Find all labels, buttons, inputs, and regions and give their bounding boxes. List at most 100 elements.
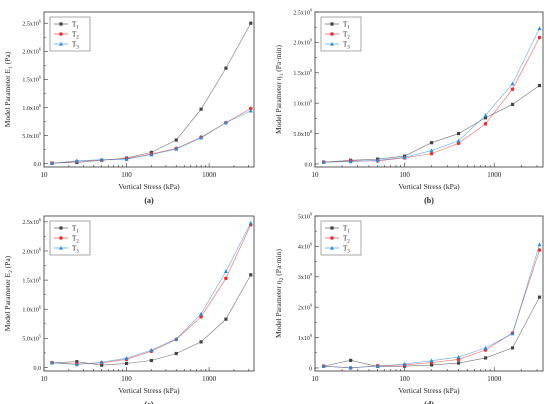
legend-entry: T2 <box>343 235 350 245</box>
y-axis-label: Model Parameter η1 (Pa·min) <box>274 45 285 134</box>
x-axis: 10 100 1000 <box>41 367 249 383</box>
x-tick-label: 10 <box>312 171 320 179</box>
data-point <box>248 220 253 225</box>
data-point <box>348 365 353 370</box>
data-point <box>510 81 515 86</box>
data-point <box>149 347 154 352</box>
data-point <box>537 83 542 88</box>
y-tick-label: 0.0 <box>34 366 42 372</box>
legend-entry: T1 <box>72 225 79 235</box>
data-point <box>483 345 488 350</box>
y-tick-label: 2.5x106 <box>22 19 41 28</box>
y-tick-label: 5x109 <box>298 211 312 220</box>
y-tick-label: 2.0x106 <box>22 246 41 255</box>
data-point <box>537 248 542 252</box>
y-tick-label: 0.0 <box>34 162 42 168</box>
data-point <box>375 158 380 162</box>
data-point <box>248 106 253 111</box>
y-tick-label: 2.5x106 <box>22 217 41 226</box>
data-point <box>224 276 228 281</box>
data-point <box>321 159 326 164</box>
x-tick-label: 10 <box>41 375 49 383</box>
x-tick-label: 1000 <box>487 171 502 179</box>
x-axis-label: Vertical Stress (kPa) <box>118 182 180 191</box>
data-point <box>330 41 334 46</box>
data-point <box>50 161 54 166</box>
series-T2 <box>321 35 542 164</box>
y-tick-label: 5.0x105 <box>22 334 41 343</box>
series-T2 <box>321 248 542 370</box>
data-point <box>249 21 253 25</box>
series-T3 <box>50 108 253 166</box>
data-point <box>456 354 461 359</box>
data-point <box>510 331 515 336</box>
data-point <box>330 245 334 250</box>
data-point <box>483 356 488 360</box>
data-point <box>429 151 434 156</box>
legend-entry: T3 <box>72 245 79 255</box>
x-axis-label: Vertical Stress (kPa) <box>398 182 460 191</box>
series-T3 <box>321 26 542 164</box>
data-point <box>510 102 515 106</box>
data-point <box>349 358 353 362</box>
data-point <box>402 361 407 366</box>
y-tick-label: 2x109 <box>298 302 312 311</box>
series-T3 <box>50 220 253 367</box>
x-tick-label: 100 <box>399 375 410 383</box>
x-axis: 10 100 1000 <box>312 163 538 179</box>
data-point <box>199 107 203 111</box>
data-point <box>537 35 542 40</box>
y-tick-label: 1.5x106 <box>22 75 41 84</box>
data-point <box>199 340 203 344</box>
series-line <box>323 244 540 368</box>
chart-panel-1: 10 100 1000 0.0 5.0x105 1.0x106 1.5x106 2.0x106… <box>3 11 255 205</box>
plot-frame <box>314 215 544 372</box>
data-point <box>100 363 104 367</box>
x-tick-label: 1000 <box>202 171 217 179</box>
data-point <box>199 311 204 316</box>
series-T1 <box>322 295 542 369</box>
data-point <box>174 351 178 356</box>
y-axis-label: Model Parameter E2 (Pa) <box>3 255 14 331</box>
y-tick-label: 2.0x106 <box>22 47 41 56</box>
data-point <box>50 360 54 365</box>
data-point <box>223 269 228 274</box>
data-point <box>402 155 407 159</box>
data-point <box>224 317 228 321</box>
data-point <box>483 113 488 118</box>
legend-box <box>320 16 362 52</box>
data-point <box>124 356 129 360</box>
x-axis-label: Vertical Stress (kPa) <box>398 386 460 395</box>
data-point <box>59 22 63 26</box>
y-tick-label: 3x109 <box>298 272 312 281</box>
data-point <box>59 245 63 250</box>
data-point <box>510 87 515 91</box>
data-point <box>348 159 353 164</box>
y-tick-label: 2.0x109 <box>293 38 312 47</box>
data-point <box>149 152 154 157</box>
y-axis: 0.0 5.0x105 1.0x106 1.5x106 2.0x106 2.5x106 <box>22 217 48 372</box>
y-tick-label: 1.0x106 <box>22 103 41 112</box>
y-tick-label: 4x109 <box>298 242 312 251</box>
data-point <box>199 315 203 319</box>
data-point <box>74 158 79 163</box>
plot-frame <box>43 11 255 168</box>
data-point <box>429 148 434 153</box>
y-axis: 0.0 5.0x108 1.0x109 1.5x109 2.0x109 2.5x109 <box>293 7 319 168</box>
panel-label: (a) <box>144 196 154 205</box>
x-tick-label: 10 <box>312 375 320 383</box>
chart-panel-4: 10 100 1000 0 1x109 2x109 3x109 4x109 5x109 Verti… <box>274 211 544 404</box>
x-axis: 10 100 1000 <box>312 367 538 383</box>
legend-entry: T3 <box>72 41 79 51</box>
data-point <box>99 360 104 364</box>
x-tick-label: 100 <box>399 171 410 179</box>
data-point <box>59 32 63 36</box>
legend-box <box>49 16 91 52</box>
panel-label: (c) <box>145 400 154 404</box>
data-point <box>510 346 515 350</box>
